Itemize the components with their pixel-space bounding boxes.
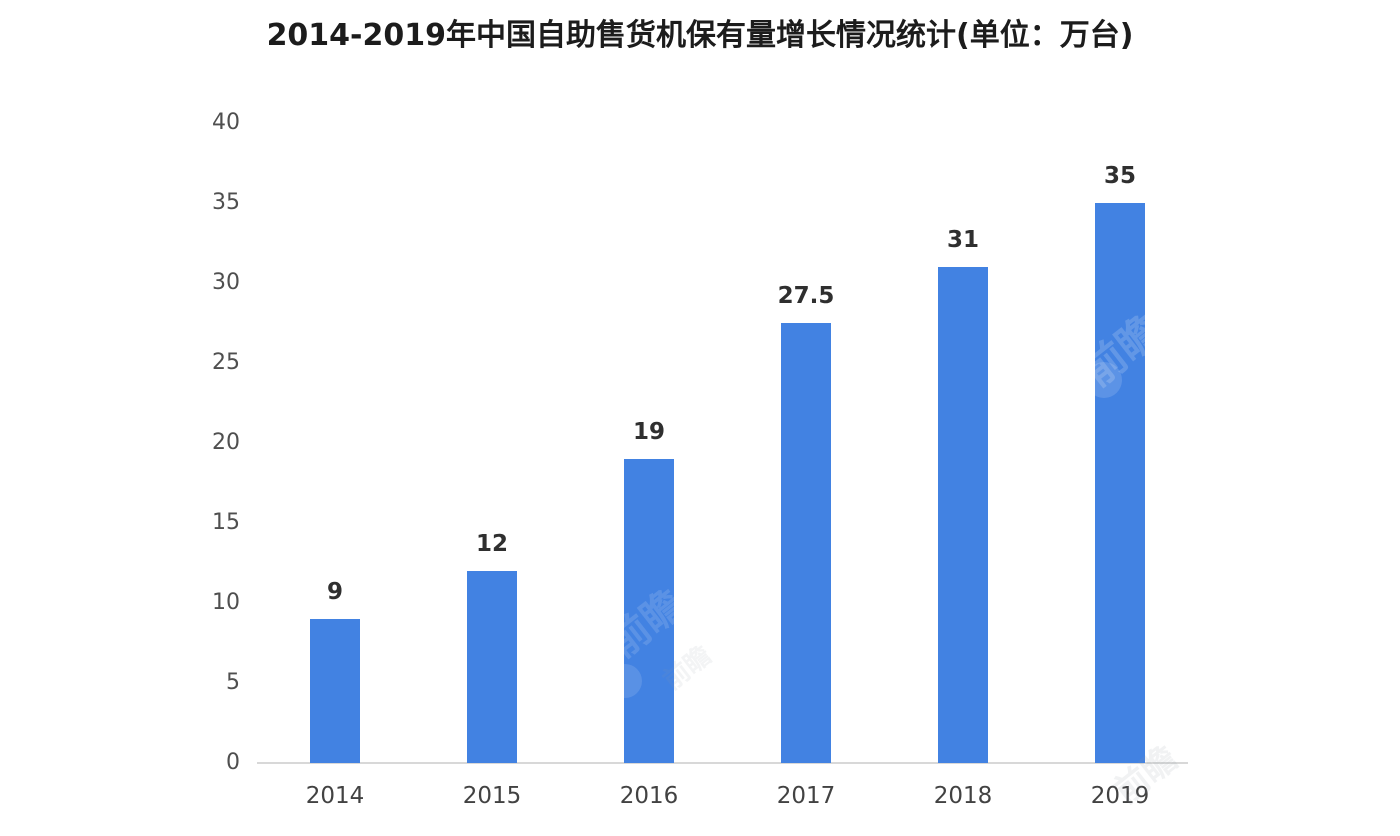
bar-2017[interactable] xyxy=(781,323,831,763)
bar-2019[interactable] xyxy=(1095,203,1145,763)
x-tick-label-2015: 2015 xyxy=(462,783,522,809)
bar-2014[interactable] xyxy=(310,619,360,763)
bar-value-label-2015: 12 xyxy=(475,531,508,557)
bar-value-label-2019: 35 xyxy=(1103,163,1136,189)
bar-value-label-2014: 9 xyxy=(326,579,343,605)
bar-2015[interactable] xyxy=(467,571,517,763)
y-tick-label: 20 xyxy=(212,430,240,455)
y-tick-label: 30 xyxy=(212,270,240,295)
bar-value-label-2017: 27.5 xyxy=(777,283,835,309)
chart-title: 2014-2019年中国自助售货机保有量增长情况统计(单位：万台) xyxy=(266,18,1134,53)
y-tick-label: 0 xyxy=(226,750,240,775)
x-axis-line xyxy=(257,762,1188,764)
y-tick-label: 10 xyxy=(212,590,240,615)
x-tick-label-2016: 2016 xyxy=(619,783,679,809)
x-tick-label-2014: 2014 xyxy=(305,783,365,809)
x-tick-label-2018: 2018 xyxy=(933,783,993,809)
y-tick-label: 15 xyxy=(212,510,240,535)
y-tick-label: 5 xyxy=(226,670,240,695)
bar-value-label-2016: 19 xyxy=(632,419,665,445)
y-tick-label: 35 xyxy=(212,190,240,215)
bar-value-label-2018: 31 xyxy=(946,227,979,253)
x-tick-label-2017: 2017 xyxy=(776,783,836,809)
y-tick-label: 25 xyxy=(212,350,240,375)
bar-2018[interactable] xyxy=(938,267,988,763)
bar-2016[interactable] xyxy=(624,459,674,763)
x-tick-label-2019: 2019 xyxy=(1090,783,1150,809)
y-tick-label: 40 xyxy=(212,110,240,135)
